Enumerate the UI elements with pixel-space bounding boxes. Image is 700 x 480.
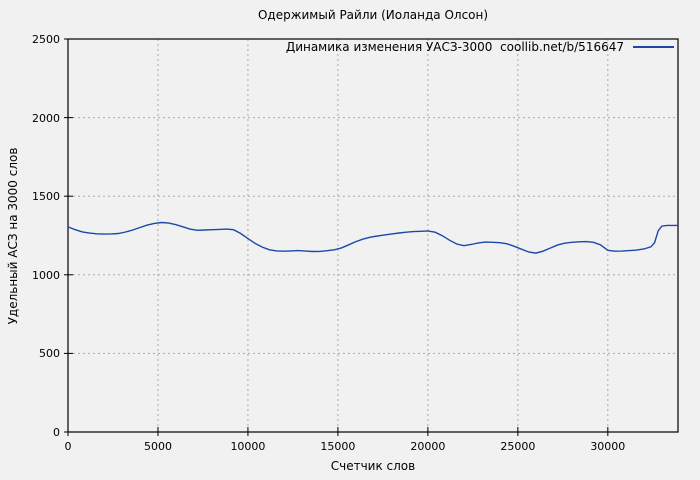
y-tick-label: 500 [39, 347, 60, 361]
y-axis-label: Удельный АСЗ на 3000 слов [6, 147, 20, 325]
y-tick-label: 0 [53, 426, 60, 439]
x-tick-label: 20000 [410, 440, 446, 453]
y-tick-label: 2000 [32, 111, 60, 125]
legend-label: Динамика изменения УАСЗ-3000 coollib.net… [285, 40, 624, 54]
x-tick-label: 0 [64, 440, 72, 453]
grid-lines [68, 39, 678, 432]
x-tick-label: 10000 [230, 440, 266, 453]
plot-border [67, 38, 679, 433]
x-tick-label: 25000 [500, 440, 536, 453]
x-tick-label: 30000 [590, 440, 626, 453]
x-axis-label: Счетчик слов [330, 459, 416, 473]
chart-title: Одержимый Райли (Иоланда Олсон) [257, 8, 489, 22]
y-tick-label: 2500 [32, 33, 60, 46]
x-tick-label: 15000 [320, 440, 356, 453]
axis-ticks [64, 38, 609, 436]
x-tick-label: 5000 [143, 440, 172, 453]
y-tick-label: 1500 [32, 190, 60, 204]
y-tick-label: 1000 [32, 268, 60, 282]
series-line [67, 221, 678, 254]
data-line [67, 221, 678, 254]
legend: Динамика изменения УАСЗ-3000 coollib.net… [286, 40, 674, 54]
legend-line-sample [633, 46, 674, 48]
